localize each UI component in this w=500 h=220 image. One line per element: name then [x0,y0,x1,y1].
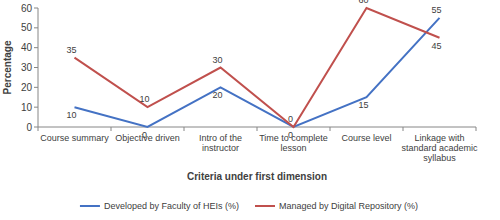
data-label: 0 [288,130,293,140]
plot-area [75,8,440,127]
x-tick-label-line: instructor [202,143,239,153]
data-label: 45 [431,41,441,51]
x-tick-label-line: syllabus [423,153,456,163]
data-label: 20 [212,90,222,100]
x-tick-label: Course summary [40,133,109,143]
data-label: 0 [288,114,293,124]
x-tick-label: Intro of theinstructor [199,133,242,153]
y-tick [34,8,38,9]
data-label: 30 [212,55,222,65]
x-tick [257,127,258,131]
x-tick-label: Course level [341,133,391,143]
x-tick-label-line: Course level [341,133,391,143]
y-tick-label: 0 [26,122,32,133]
legend-label: Developed by Faculty of HEIs (%) [104,201,239,211]
data-label: 0 [142,130,147,140]
legend-label: Managed by Digital Repository (%) [279,201,418,211]
y-tick-label: 20 [21,82,33,93]
x-axis-title: Criteria under first dimension [187,171,327,182]
x-tick-label: Linkage withstandard academicsyllabus [401,133,478,163]
x-tick-label: Objective driven [115,133,180,143]
y-tick-label: 50 [21,22,33,33]
y-tick [34,27,38,28]
series-line [75,18,440,127]
y-tick-label: 60 [21,3,33,14]
x-tick-label-line: Intro of the [199,133,242,143]
data-label: 10 [66,110,76,120]
data-label: 55 [431,5,441,15]
x-tick-label-line: Objective driven [115,133,180,143]
y-tick-label: 40 [21,42,33,53]
data-label: 15 [358,100,368,110]
y-tick [34,87,38,88]
x-tick [38,127,39,131]
y-tick [34,107,38,108]
data-label: 35 [66,45,76,55]
series-line [75,8,440,127]
x-tick [111,127,112,131]
x-tick-label-line: Linkage with [414,133,464,143]
x-tick-label-line: Course summary [40,133,109,143]
x-tick-label-line: standard academic [401,143,478,153]
y-tick-label: 10 [21,102,33,113]
x-tick [403,127,404,131]
x-tick [330,127,331,131]
legend: Developed by Faculty of HEIs (%) Managed … [80,201,418,211]
x-tick [184,127,185,131]
x-tick-label-line: lesson [280,143,306,153]
data-label: 10 [139,94,149,104]
data-label: 60 [358,0,368,5]
y-tick-label: 30 [21,62,33,73]
legend-swatch [80,205,100,207]
y-axis-title: Percentage [2,40,13,94]
x-tick-label-line: Time to complete [259,133,328,143]
y-tick [34,127,38,128]
y-tick [34,67,38,68]
legend-swatch [255,205,275,207]
y-tick [34,47,38,48]
x-tick-label: Time to completelesson [259,133,328,153]
x-tick [476,127,477,131]
